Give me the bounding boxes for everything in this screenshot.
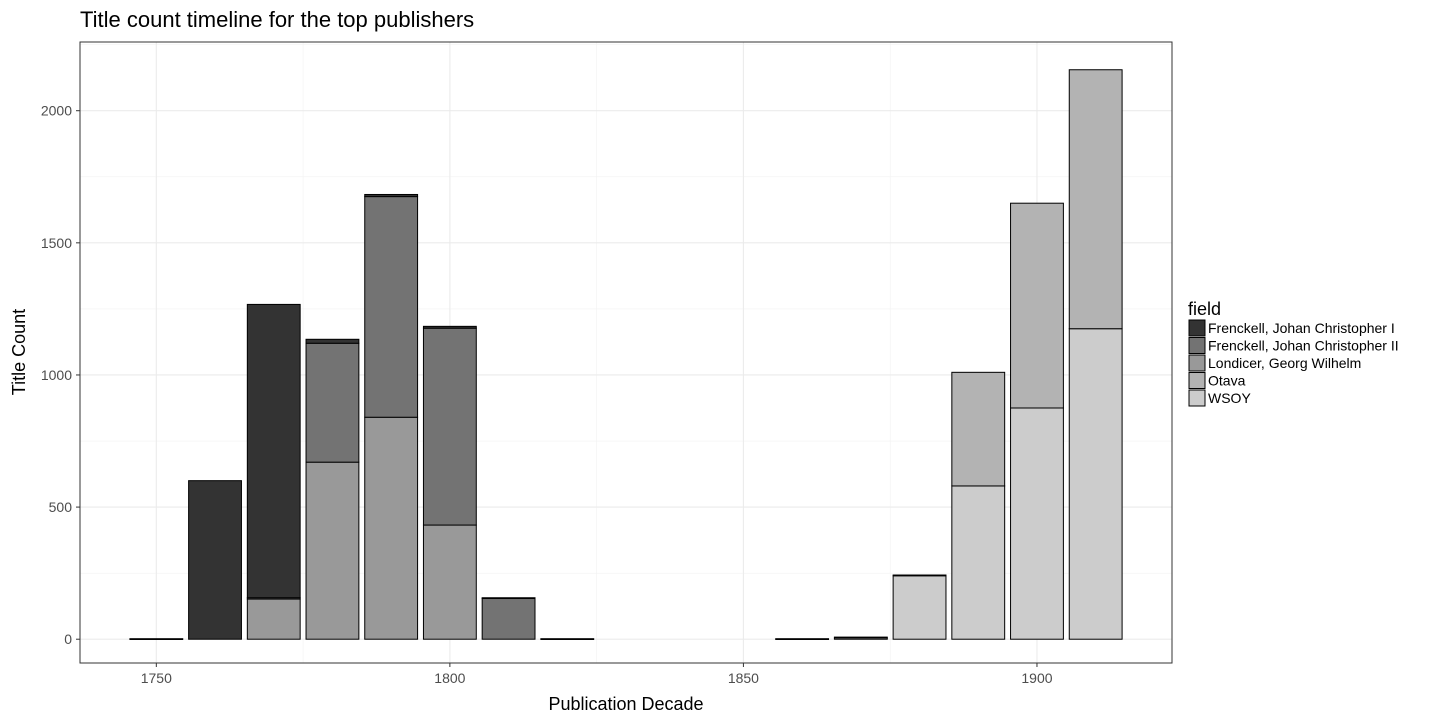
y-tick-label: 500: [49, 499, 73, 515]
legend-label: Frenckell, Johan Christopher I: [1208, 320, 1395, 336]
bar-segment: [1068, 328, 1123, 640]
x-tick-label: 1850: [728, 670, 759, 686]
bar-segment: [892, 575, 947, 640]
plot-border: [79, 41, 1173, 664]
legend-label: WSOY: [1208, 390, 1251, 406]
bar-segment: [951, 371, 1006, 487]
legend-label: Londicer, Georg Wilhelm: [1208, 355, 1361, 371]
bar-segment: [775, 638, 830, 640]
bar-segment: [129, 638, 184, 640]
bar-segment: [422, 327, 477, 526]
legend-key: [1188, 372, 1206, 389]
bar-segment: [305, 461, 360, 640]
bar-segment: [305, 342, 360, 463]
bar-segment: [833, 636, 888, 639]
bar-segment: [1068, 69, 1123, 330]
bar-segment: [364, 193, 419, 198]
x-tick-label: 1750: [141, 670, 172, 686]
x-axis-ticks: 1750 1800 1850 1900: [141, 663, 1053, 686]
bar-segment: [1010, 202, 1064, 409]
bar-segment: [246, 303, 301, 599]
x-axis-title: Publication Decade: [548, 694, 703, 714]
x-tick-label: 1900: [1021, 670, 1052, 686]
y-axis-ticks: 0 500 1000 1500 2000: [41, 103, 80, 647]
chart-title: Title count timeline for the top publish…: [80, 7, 474, 32]
legend-key: [1188, 389, 1206, 407]
bar-segment: [364, 196, 419, 418]
y-tick-label: 1000: [41, 367, 72, 383]
plot-panel: [80, 42, 1172, 663]
legend-key: [1188, 354, 1206, 372]
legend-label: Otava: [1208, 373, 1246, 389]
bar-segment: [246, 598, 301, 640]
legend-key: [1188, 337, 1206, 354]
bars: [129, 69, 1123, 640]
bar-segment: [422, 325, 477, 329]
y-axis-title: Title Count: [9, 309, 29, 395]
y-tick-label: 0: [64, 631, 72, 647]
legend-title: field: [1188, 299, 1221, 319]
bar-segment: [305, 338, 360, 344]
x-tick-label: 1800: [434, 670, 465, 686]
bar-segment: [892, 574, 947, 577]
y-tick-label: 1500: [41, 235, 72, 251]
legend: field Frenckell, Johan Christopher I Fren…: [1188, 299, 1399, 407]
bar-segment: [188, 480, 242, 640]
bar-segment: [540, 638, 595, 640]
bar-segment: [481, 597, 536, 600]
y-tick-label: 2000: [41, 103, 72, 119]
bar-segment: [422, 524, 477, 640]
legend-label: Frenckell, Johan Christopher II: [1208, 338, 1399, 354]
legend-key: [1188, 319, 1206, 337]
bar-segment: [481, 597, 536, 640]
bar-segment: [1010, 407, 1064, 640]
bar-segment: [364, 416, 419, 640]
bar-segment: [951, 485, 1006, 640]
